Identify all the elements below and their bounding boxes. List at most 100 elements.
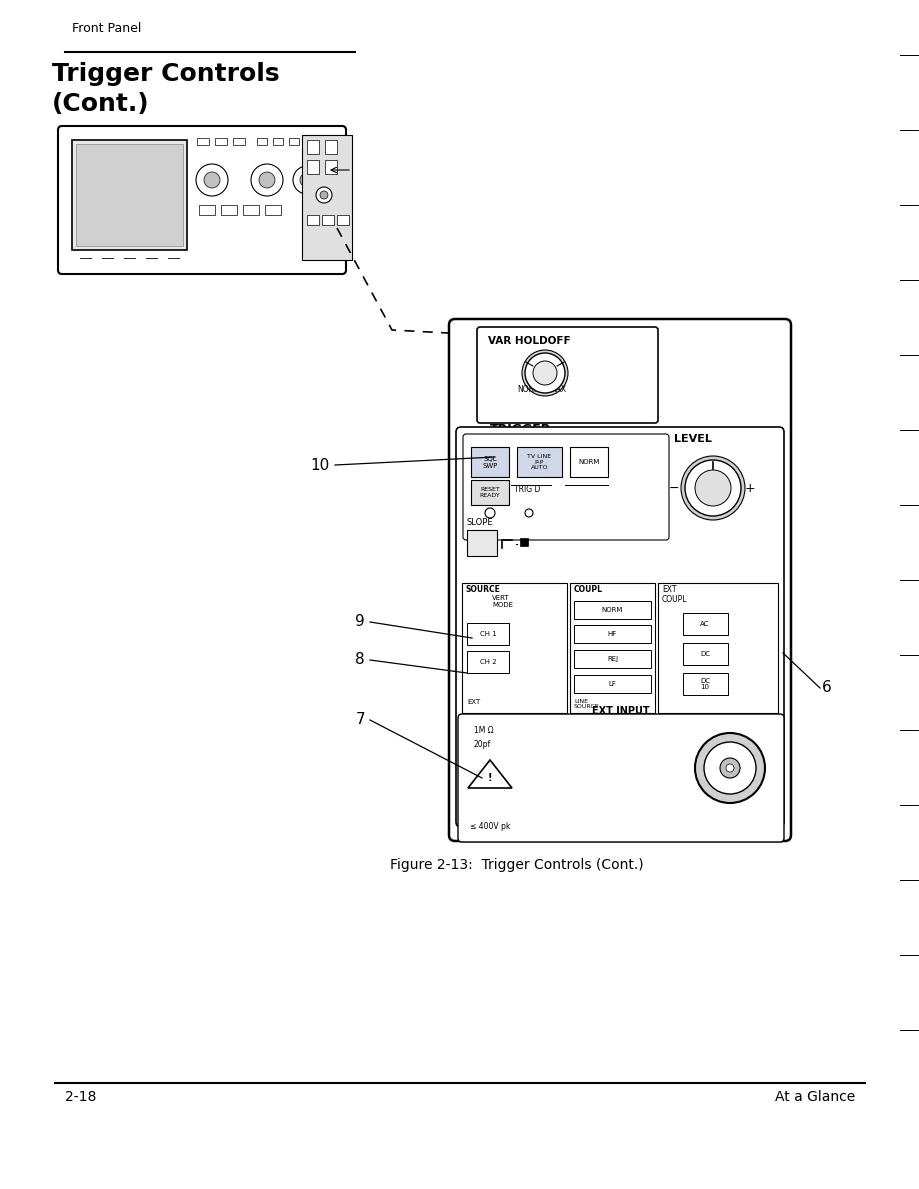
Bar (336, 215, 348, 225)
Text: EXT
COUPL: EXT COUPL (662, 585, 686, 604)
Bar (682, 643, 727, 665)
Bar (307, 140, 319, 155)
Circle shape (484, 508, 494, 518)
Circle shape (685, 460, 740, 516)
Bar (273, 138, 283, 145)
Bar (307, 215, 319, 225)
Text: TV LINE
P-P
AUTO: TV LINE P-P AUTO (527, 454, 551, 471)
Bar (265, 205, 280, 215)
Circle shape (259, 172, 275, 188)
Circle shape (694, 732, 765, 803)
Text: CH 1: CH 1 (479, 631, 496, 637)
FancyBboxPatch shape (458, 715, 783, 842)
Bar (573, 650, 651, 668)
Text: −: − (668, 482, 678, 495)
Circle shape (720, 759, 739, 778)
Circle shape (320, 191, 328, 199)
Text: LF: LF (607, 681, 616, 687)
Text: LINE
SOURCE: LINE SOURCE (573, 699, 599, 710)
Text: SLOPE: SLOPE (467, 518, 494, 527)
Bar (221, 205, 237, 215)
Bar (256, 138, 267, 145)
Circle shape (204, 172, 220, 188)
FancyBboxPatch shape (456, 427, 783, 828)
Text: 7: 7 (355, 712, 365, 728)
Bar (467, 652, 508, 673)
Circle shape (521, 350, 567, 396)
Bar (573, 675, 651, 693)
Text: DC
10: DC 10 (699, 678, 709, 691)
Text: TRIGGER: TRIGGER (490, 423, 550, 436)
Bar (289, 138, 299, 145)
Text: ≤ 400V pk: ≤ 400V pk (470, 822, 510, 831)
Bar (573, 625, 651, 643)
Text: (Cont.): (Cont.) (52, 92, 150, 117)
Bar (322, 215, 334, 225)
Circle shape (251, 164, 283, 196)
Text: VERT
MODE: VERT MODE (492, 594, 513, 608)
Circle shape (196, 164, 228, 196)
Bar (519, 537, 528, 546)
Bar (467, 623, 508, 644)
Text: 9: 9 (355, 615, 365, 629)
Bar (573, 600, 651, 619)
Text: NORM: NORM (601, 608, 622, 614)
Text: REJ: REJ (607, 656, 618, 662)
Circle shape (694, 470, 731, 507)
Bar (657, 583, 777, 713)
Text: Trigger Controls: Trigger Controls (52, 62, 279, 86)
Circle shape (525, 509, 532, 517)
Circle shape (300, 174, 313, 187)
Text: 10: 10 (311, 458, 330, 472)
Text: TV FIELD: TV FIELD (475, 482, 509, 491)
Bar (461, 583, 566, 713)
Text: RESET
READY: RESET READY (479, 487, 500, 498)
Text: DC: DC (699, 652, 709, 658)
Bar (72, 140, 187, 250)
Bar (682, 614, 727, 635)
Text: CH 2: CH 2 (479, 659, 495, 665)
Text: HF: HF (607, 631, 617, 637)
Bar (324, 140, 336, 155)
FancyBboxPatch shape (476, 327, 657, 423)
Text: 2-18: 2-18 (65, 1090, 96, 1105)
Text: SQL
SWP: SQL SWP (482, 455, 497, 468)
Circle shape (292, 166, 321, 194)
Text: EXT: EXT (467, 699, 480, 705)
Text: 20pf: 20pf (473, 740, 491, 749)
Circle shape (525, 353, 564, 394)
Bar (305, 138, 314, 145)
Text: 1M Ω: 1M Ω (473, 726, 494, 735)
Circle shape (532, 361, 556, 385)
Circle shape (725, 765, 733, 772)
Text: Figure 2-13:  Trigger Controls (Cont.): Figure 2-13: Trigger Controls (Cont.) (390, 858, 643, 872)
Text: !: ! (487, 773, 492, 784)
Bar (682, 673, 727, 696)
Text: LEVEL: LEVEL (674, 434, 711, 443)
Text: At a Glance: At a Glance (774, 1090, 854, 1105)
Bar (199, 205, 215, 215)
Circle shape (703, 742, 755, 794)
Text: AC: AC (699, 621, 709, 627)
Bar (471, 480, 508, 505)
Text: EXT INPUT: EXT INPUT (592, 706, 649, 716)
Bar (467, 530, 496, 556)
Bar (76, 144, 183, 246)
FancyBboxPatch shape (448, 319, 790, 841)
Text: +: + (744, 482, 754, 495)
Circle shape (680, 457, 744, 520)
FancyBboxPatch shape (58, 126, 346, 273)
Text: NORM: NORM (578, 459, 599, 465)
Bar (307, 161, 319, 174)
Polygon shape (468, 760, 512, 788)
Bar (233, 138, 244, 145)
FancyBboxPatch shape (462, 434, 668, 540)
Bar (570, 447, 607, 477)
Text: Front Panel: Front Panel (72, 23, 142, 34)
Text: COUPL: COUPL (573, 585, 602, 594)
Bar (301, 136, 352, 260)
Text: VAR HOLDOFF: VAR HOLDOFF (487, 336, 570, 346)
Text: SOURCE: SOURCE (466, 585, 500, 594)
Text: MAX: MAX (549, 385, 565, 394)
Bar (516, 447, 562, 477)
